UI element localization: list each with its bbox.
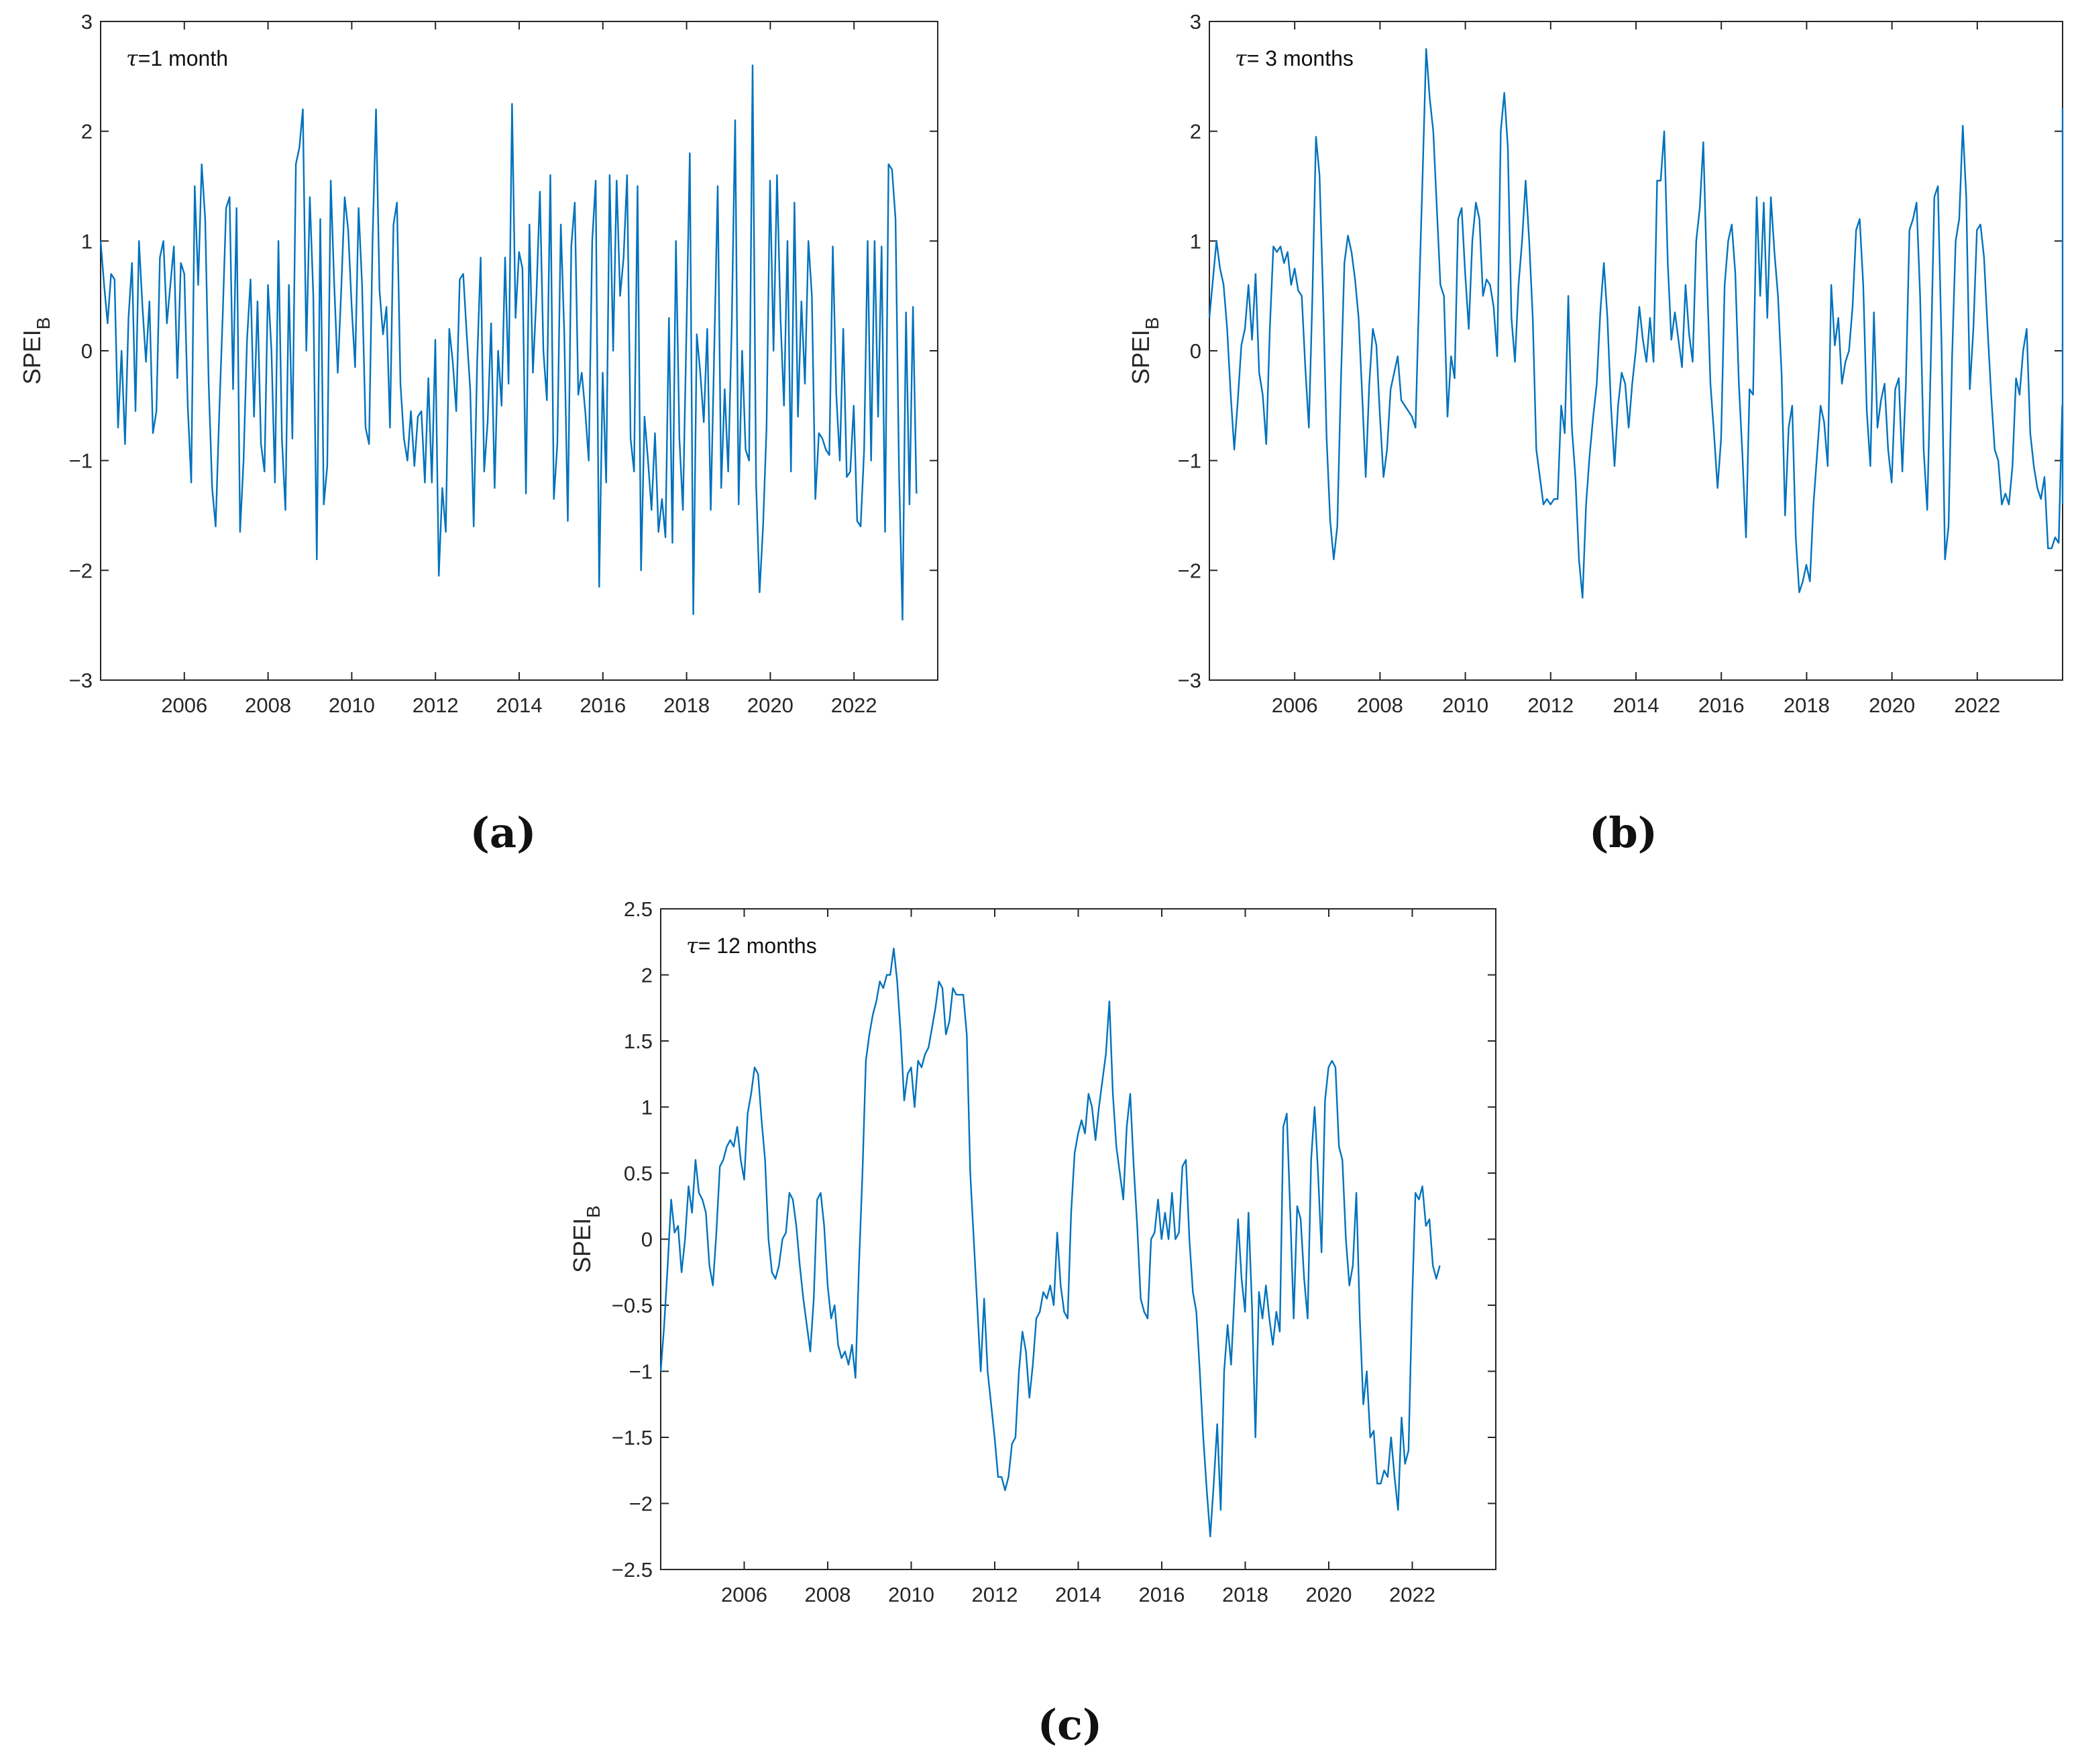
- annotation-label: τ= 3 months: [1235, 46, 1354, 71]
- y-tick-label: −3: [69, 669, 93, 692]
- y-tick-label: −2: [1178, 559, 1201, 582]
- x-tick-label: 2010: [1442, 694, 1488, 717]
- y-tick-label: −3: [1178, 669, 1201, 692]
- x-tick-label: 2016: [580, 694, 626, 717]
- y-tick-label: −1: [69, 449, 93, 473]
- y-tick-label: 2: [81, 120, 93, 144]
- y-tick-label: −2: [69, 559, 93, 582]
- x-tick-label: 2022: [831, 694, 877, 717]
- y-tick-label: 2: [1190, 120, 1201, 144]
- y-tick-label: 1.5: [624, 1030, 653, 1053]
- y-axis-label-subscript: B: [33, 317, 54, 330]
- x-tick-label: 2006: [1272, 694, 1318, 717]
- y-axis-label: SPEIB: [18, 317, 54, 385]
- chart-panel-a: −3 −2 −1 0 1 2 3 2006 2008 2010 2012 2014 2016 2018 20…: [18, 10, 938, 717]
- annotation-text: =1 month: [138, 46, 228, 70]
- y-axis-label-main: SPEI: [568, 1218, 596, 1273]
- y-tick-label: −1: [629, 1360, 653, 1384]
- y-tick-label: 3: [1190, 10, 1201, 34]
- x-tick-label: 2022: [1389, 1583, 1435, 1606]
- x-tick-label: 2018: [663, 694, 710, 717]
- y-tick-label: 1: [641, 1096, 653, 1119]
- x-tick-label: 2020: [747, 694, 794, 717]
- x-tick-label: 2010: [329, 694, 375, 717]
- tau-symbol: τ: [126, 46, 139, 71]
- annotation-label: τ=1 month: [126, 46, 228, 71]
- x-tick-label: 2008: [1357, 694, 1403, 717]
- y-tick-label: 2: [641, 964, 653, 987]
- panel-label-a: (a): [470, 808, 537, 857]
- x-tick-label: 2018: [1784, 694, 1830, 717]
- y-tick-label: 1: [81, 229, 93, 253]
- x-tick-label: 2008: [805, 1583, 851, 1606]
- y-tick-label: −0.5: [612, 1294, 653, 1317]
- x-tick-label: 2016: [1698, 694, 1745, 717]
- y-tick-label: 0: [641, 1228, 653, 1252]
- x-tick-label: 2014: [1613, 694, 1659, 717]
- annotation-text: = 12 months: [698, 934, 817, 958]
- series-line-a: [99, 64, 918, 621]
- x-tick-label: 2014: [496, 694, 543, 717]
- y-tick-label: 0: [1190, 339, 1201, 363]
- annotation-label: τ= 12 months: [686, 933, 817, 958]
- chart-panel-b: −3 −2 −1 0 1 2 3 2006 2008 2010 2012 2014 2016 2018 20…: [1127, 10, 2064, 717]
- y-tick-label: −1.5: [612, 1426, 653, 1449]
- y-axis-label-subscript: B: [1142, 317, 1162, 330]
- x-tick-label: 2022: [1954, 694, 2000, 717]
- x-tick-label: 2010: [888, 1583, 934, 1606]
- y-axis-label-main: SPEI: [18, 329, 46, 384]
- x-tick-label: 2016: [1139, 1583, 1185, 1606]
- y-tick-label: 1: [1190, 229, 1201, 253]
- x-tick-label: 2014: [1055, 1583, 1101, 1606]
- plot-frame-c: [660, 908, 1496, 1570]
- plot-frame-a: [100, 21, 938, 681]
- x-tick-label: 2008: [245, 694, 291, 717]
- panel-label-c: (c): [1037, 1700, 1103, 1749]
- x-tick-label: 2020: [1306, 1583, 1352, 1606]
- y-tick-label: 0: [81, 339, 93, 363]
- chart-panel-c: −2.5 −2 −1.5 −1 −0.5 0 0.5 1 1.5 2 2.5 2006 2008 2010…: [568, 897, 1496, 1606]
- y-axis-label-main: SPEI: [1127, 329, 1154, 384]
- y-axis-label: SPEIB: [1127, 317, 1162, 385]
- series-line-c: [659, 947, 1441, 1538]
- y-axis-label: SPEIB: [568, 1205, 604, 1273]
- y-tick-label: −2: [629, 1492, 653, 1516]
- tau-symbol: τ: [686, 933, 699, 958]
- x-tick-label: 2006: [721, 1583, 767, 1606]
- tau-symbol: τ: [1235, 46, 1248, 71]
- x-tick-label: 2012: [413, 694, 459, 717]
- x-tick-label: 2012: [972, 1583, 1018, 1606]
- y-tick-label: 0.5: [624, 1162, 653, 1185]
- x-tick-label: 2006: [161, 694, 207, 717]
- y-tick-label: 3: [81, 10, 93, 34]
- y-tick-label: −2.5: [612, 1558, 653, 1582]
- annotation-text: = 3 months: [1247, 46, 1354, 70]
- y-tick-label: −1: [1178, 449, 1201, 473]
- x-tick-label: 2018: [1222, 1583, 1268, 1606]
- x-tick-label: 2012: [1527, 694, 1574, 717]
- y-axis-label-subscript: B: [583, 1205, 604, 1218]
- x-tick-label: 2020: [1869, 694, 1915, 717]
- series-line-b: [1208, 48, 2064, 599]
- y-tick-label: 2.5: [624, 897, 653, 921]
- panel-label-b: (b): [1588, 808, 1658, 857]
